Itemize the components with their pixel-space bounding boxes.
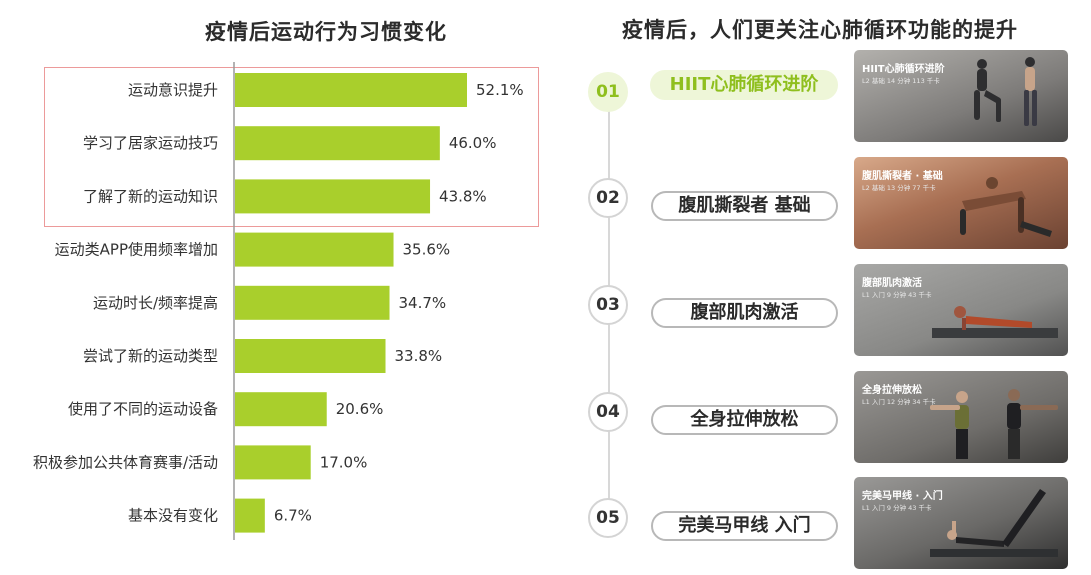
bar <box>235 498 265 533</box>
chart-title: 疫情后运动行为习惯变化 <box>205 20 447 44</box>
bar <box>235 126 440 161</box>
right-panel: 疫情后，人们更关注心肺循环功能的提升 01 HIIT心肺循环进阶 HIIT心肺循环进… <box>560 0 1091 575</box>
workout-card[interactable]: 完美马甲线 · 入门 L1 入门 9 分钟 43 千卡 <box>854 477 1068 569</box>
category-label: 积极参加公共体育赛事/活动 <box>33 453 218 471</box>
workout-step[interactable]: 05 完美马甲线 入门 完美马甲线 · 入门 L1 入门 9 分钟 43 千卡 <box>560 473 1091 569</box>
workout-step[interactable]: 01 HIIT心肺循环进阶 HIIT心肺循环进阶 L2 基础 14 分钟 113 千卡 <box>560 46 1091 142</box>
workout-photo-icon <box>922 268 1062 356</box>
card-title: 全身拉伸放松 <box>862 385 922 396</box>
category-label: 运动时长/频率提高 <box>93 294 218 312</box>
bar <box>235 285 390 320</box>
category-label: 使用了不同的运动设备 <box>68 400 218 418</box>
workout-card[interactable]: 腹肌撕裂者 · 基础 L2 基础 13 分钟 77 千卡 <box>854 157 1068 249</box>
bar <box>235 179 431 214</box>
step-number: 03 <box>588 285 628 325</box>
bar-chart: 运动意识提升 52.1% 学习了居家运动技巧 46.0% 了解了新的运动知识 43.8% 运… <box>33 62 524 540</box>
workout-step[interactable]: 02 腹肌撕裂者 基础 腹肌撕裂者 · 基础 L2 基础 13 分钟 77 千卡 <box>560 153 1091 249</box>
value-label: 46.0% <box>449 134 497 152</box>
value-label: 35.6% <box>403 241 451 259</box>
workout-step[interactable]: 04 全身拉伸放松 全身拉伸放松 L1 入门 12 分钟 34 千卡 <box>560 367 1091 463</box>
workout-photo-icon <box>922 481 1062 569</box>
value-label: 20.6% <box>336 400 384 418</box>
bar <box>235 232 394 267</box>
value-label: 52.1% <box>476 81 524 99</box>
category-label: 运动意识提升 <box>128 81 218 99</box>
left-panel: 疫情后运动行为习惯变化 运动意识提升 52.1% 学习了居家运动技巧 46.0% 了解了… <box>33 20 539 540</box>
card-meta: L2 基础 14 分钟 113 千卡 <box>862 77 940 85</box>
step-number: 05 <box>588 498 628 538</box>
category-label: 了解了新的运动知识 <box>83 187 218 205</box>
category-label: 基本没有变化 <box>128 507 218 525</box>
value-label: 33.8% <box>395 347 443 365</box>
workout-photo-icon <box>922 375 1062 463</box>
workout-step[interactable]: 03 腹部肌肉激活 腹部肌肉激活 L1 入门 9 分钟 43 千卡 <box>560 260 1091 356</box>
value-label: 34.7% <box>399 294 447 312</box>
workout-photo-icon <box>922 161 1062 249</box>
step-number: 02 <box>588 178 628 218</box>
bar <box>235 339 386 373</box>
step-number: 04 <box>588 392 628 432</box>
category-label: 尝试了新的运动类型 <box>83 347 218 365</box>
section-title: 疫情后，人们更关注心肺循环功能的提升 <box>622 18 1018 42</box>
bar <box>235 392 327 427</box>
highlight-box <box>44 67 539 227</box>
workout-card[interactable]: 腹部肌肉激活 L1 入门 9 分钟 43 千卡 <box>854 264 1068 356</box>
category-label: 学习了居家运动技巧 <box>83 134 218 152</box>
workout-photo-icon <box>952 54 1062 142</box>
bar <box>235 73 467 107</box>
value-label: 6.7% <box>274 507 312 525</box>
workout-card[interactable]: 全身拉伸放松 L1 入门 12 分钟 34 千卡 <box>854 371 1068 463</box>
step-number: 01 <box>588 72 628 112</box>
card-meta: L1 入门 9 分钟 43 千卡 <box>862 291 932 299</box>
value-label: 17.0% <box>320 453 368 471</box>
workout-card[interactable]: HIIT心肺循环进阶 L2 基础 14 分钟 113 千卡 <box>854 50 1068 142</box>
category-label: 运动类APP使用频率增加 <box>55 241 218 259</box>
step-label[interactable]: 完美马甲线 入门 <box>651 511 838 541</box>
card-title: 腹部肌肉激活 <box>862 278 922 289</box>
step-label[interactable]: HIIT心肺循环进阶 <box>650 70 838 100</box>
card-meta: L1 入门 12 分钟 34 千卡 <box>862 398 936 406</box>
card-meta: L2 基础 13 分钟 77 千卡 <box>862 184 936 192</box>
step-label[interactable]: 腹部肌肉激活 <box>651 298 838 328</box>
card-meta: L1 入门 9 分钟 43 千卡 <box>862 504 932 512</box>
step-label[interactable]: 腹肌撕裂者 基础 <box>651 191 838 221</box>
card-title: 腹肌撕裂者 · 基础 <box>862 171 943 182</box>
step-label[interactable]: 全身拉伸放松 <box>651 405 838 435</box>
card-title: HIIT心肺循环进阶 <box>862 64 945 75</box>
card-title: 完美马甲线 · 入门 <box>862 491 943 502</box>
value-label: 43.8% <box>439 187 487 205</box>
bar <box>235 445 311 480</box>
